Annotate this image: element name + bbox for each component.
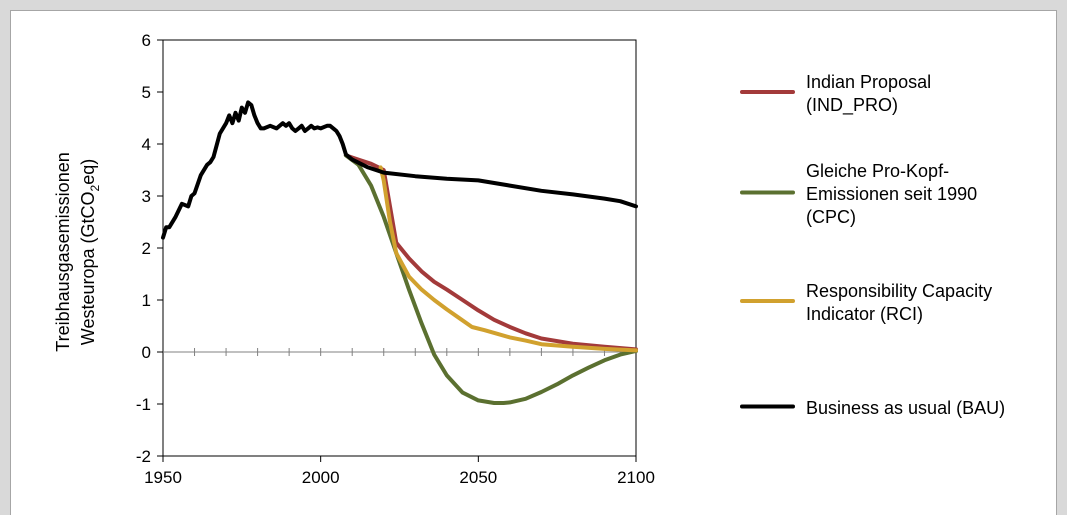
y-tick-label: 6 — [142, 31, 151, 50]
y-tick-label: 1 — [142, 291, 151, 310]
series-bau-legend-label: Business as usual (BAU) — [806, 398, 1005, 418]
x-tick-label: 2050 — [459, 468, 497, 487]
y-tick-label: 2 — [142, 239, 151, 258]
x-tick-label: 2000 — [302, 468, 340, 487]
series-cpc-legend-label: Emissionen seit 1990 — [806, 184, 977, 204]
series-rci-line — [378, 165, 638, 353]
series-bau-line — [161, 100, 638, 240]
y-axis-label-line1: Treibhausgasemissionen — [53, 152, 73, 351]
y-tick-label: 3 — [142, 187, 151, 206]
y-tick-label: 5 — [142, 83, 151, 102]
series-cpc-legend-label: (CPC) — [806, 207, 856, 227]
y-tick-label: 4 — [142, 135, 151, 154]
y-tick-label: 0 — [142, 343, 151, 362]
y-axis-label-subscript: 2 — [88, 184, 102, 191]
series-cpc-line — [343, 153, 638, 405]
y-tick-label: -1 — [136, 395, 151, 414]
x-tick-label: 1950 — [144, 468, 182, 487]
x-tick-label: 2100 — [617, 468, 655, 487]
y-axis-label-line2: Westeuropa (GtCO2eq) — [78, 159, 102, 345]
series-ind-pro-legend-label: Indian Proposal — [806, 72, 931, 92]
legend: Indian Proposal (IND_PRO) Gleiche Pro-Kopf… — [740, 72, 1005, 418]
plot-area: -2 -1 0 1 2 3 4 5 6 1950 2000 2050 2100 — [136, 31, 655, 487]
series-rci-legend-label: Responsibility Capacity — [806, 281, 992, 301]
series-ind-pro-legend-label: (IND_PRO) — [806, 95, 898, 116]
series-rci-legend-label: Indicator (RCI) — [806, 304, 923, 324]
series-cpc-legend-label: Gleiche Pro-Kopf- — [806, 161, 949, 181]
chart-panel — [10, 10, 1057, 515]
y-tick-label: -2 — [136, 447, 151, 466]
